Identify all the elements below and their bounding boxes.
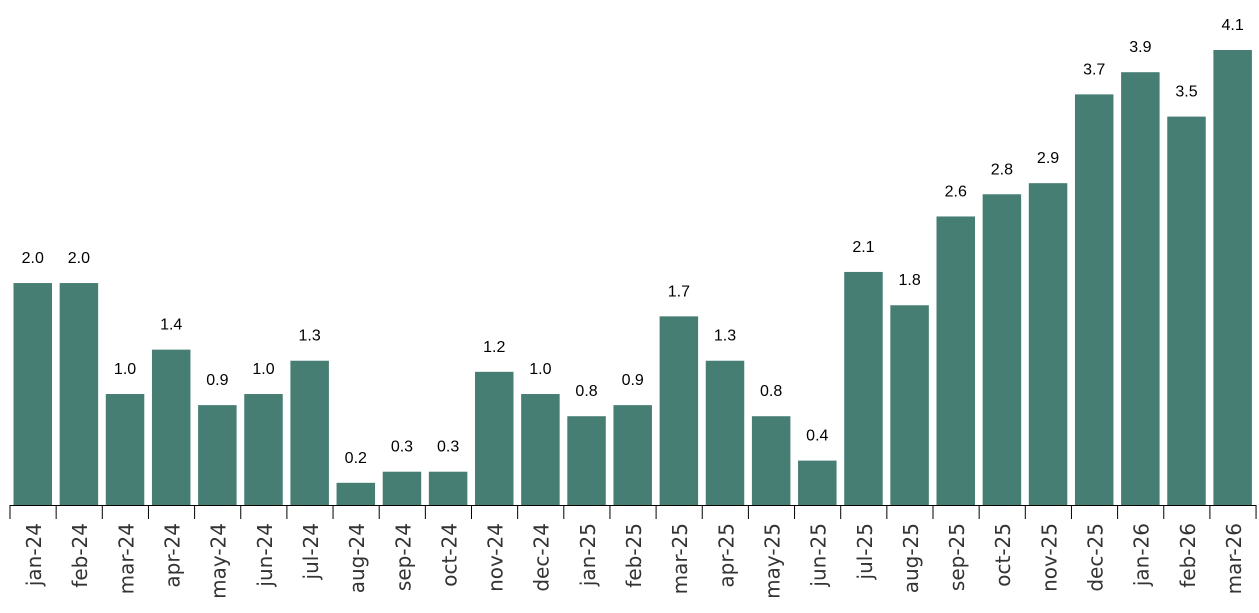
bar-nov-24 — [475, 371, 514, 505]
x-tick-label: jan-25 — [576, 523, 600, 587]
bars-layer — [13, 50, 1252, 506]
data-labels-layer: 2.0 2.0 1.0 1.4 0.9 1.0 1.3 0.2 0.3 0.3 1.2 1.0 0.8 0… — [22, 17, 1244, 467]
bar-mar-26 — [1213, 50, 1252, 505]
data-label: 4.1 — [1222, 17, 1244, 34]
x-tick-label: feb-25 — [622, 523, 646, 588]
x-tick-label: jun-25 — [807, 523, 831, 588]
bar-feb-26 — [1167, 116, 1206, 506]
data-label: 1.0 — [114, 361, 136, 378]
data-label: 1.8 — [898, 272, 920, 289]
data-label: 0.4 — [806, 428, 828, 445]
x-tick-label: nov-25 — [1037, 523, 1061, 592]
bar-aug-24 — [336, 482, 376, 505]
bar-jan-25 — [567, 416, 606, 505]
data-label: 1.0 — [529, 361, 551, 378]
bar-dec-24 — [521, 394, 560, 505]
data-label: 3.5 — [1175, 84, 1197, 101]
x-tick-label: dec-24 — [530, 523, 554, 592]
bar-jun-25 — [798, 460, 837, 505]
x-tick-label: aug-25 — [899, 523, 923, 593]
bar-dec-25 — [1074, 94, 1114, 505]
data-label: 0.3 — [391, 439, 413, 456]
data-label: 2.0 — [68, 250, 90, 267]
x-tick-label: aug-24 — [345, 523, 369, 593]
x-tick-label: apr-24 — [161, 523, 185, 588]
x-tick-label: oct-25 — [991, 523, 1015, 587]
bar-sep-25 — [936, 216, 975, 505]
data-label: 1.4 — [160, 317, 182, 334]
x-tick-label: sep-24 — [391, 523, 415, 591]
x-tick-label: may-24 — [207, 523, 231, 599]
bar-may-25 — [751, 416, 791, 505]
data-label: 2.0 — [22, 250, 44, 267]
x-tick-label: mar-25 — [668, 523, 692, 594]
x-tick-label: oct-24 — [437, 523, 461, 587]
bar-jun-24 — [244, 394, 283, 505]
x-tick-label: jul-25 — [853, 523, 877, 580]
x-tick-label: mar-26 — [1222, 523, 1246, 594]
data-label: 0.9 — [206, 372, 228, 389]
x-tick-label: apr-25 — [714, 523, 738, 588]
x-tick-label: may-25 — [760, 523, 784, 599]
x-tick-labels-layer: jan-24 feb-24 mar-24 apr-24 may-24 jun-24 jul-… — [22, 523, 1246, 599]
data-label: 3.7 — [1083, 61, 1105, 78]
data-label: 0.9 — [622, 372, 644, 389]
bar-apr-25 — [705, 360, 745, 505]
data-label: 1.2 — [483, 339, 505, 356]
x-tick-label: jan-26 — [1130, 523, 1154, 587]
data-label: 1.0 — [252, 361, 274, 378]
x-tick-label: dec-25 — [1084, 523, 1108, 592]
x-tick-label: jun-24 — [253, 523, 277, 588]
data-label: 2.9 — [1037, 150, 1059, 167]
bar-mar-25 — [659, 316, 699, 505]
bar-feb-24 — [59, 283, 99, 505]
bar-jul-25 — [844, 271, 883, 505]
bar-mar-24 — [105, 394, 145, 505]
data-label: 1.3 — [299, 328, 321, 345]
bar-jan-24 — [13, 283, 52, 505]
data-label: 0.2 — [345, 450, 367, 467]
x-tick-label: sep-25 — [945, 523, 969, 591]
x-tick-label: feb-24 — [68, 523, 92, 588]
x-tick-label: feb-26 — [1176, 523, 1200, 588]
bar-aug-25 — [890, 305, 929, 505]
bar-apr-24 — [151, 349, 191, 505]
data-label: 0.3 — [437, 439, 459, 456]
x-tick-label: jan-24 — [22, 523, 46, 587]
data-label: 1.7 — [668, 283, 690, 300]
data-label: 3.9 — [1129, 39, 1151, 56]
data-label: 0.8 — [575, 383, 597, 400]
bar-sep-24 — [382, 471, 422, 505]
x-tick-label: nov-24 — [484, 523, 508, 592]
data-label: 1.3 — [714, 328, 736, 345]
bar-feb-25 — [613, 405, 652, 505]
bar-jan-26 — [1121, 72, 1160, 505]
x-axis — [9, 505, 1257, 519]
bar-oct-25 — [982, 194, 1022, 505]
bar-oct-24 — [428, 471, 468, 505]
x-tick-label: jul-24 — [299, 523, 323, 580]
bar-jul-24 — [290, 360, 329, 505]
data-label: 0.8 — [760, 383, 782, 400]
bar-nov-25 — [1028, 183, 1068, 506]
data-label: 2.6 — [945, 183, 967, 200]
x-tick-label: mar-24 — [114, 523, 138, 594]
bar-may-24 — [198, 405, 237, 505]
data-label: 2.1 — [852, 239, 874, 256]
data-label: 2.8 — [991, 161, 1013, 178]
